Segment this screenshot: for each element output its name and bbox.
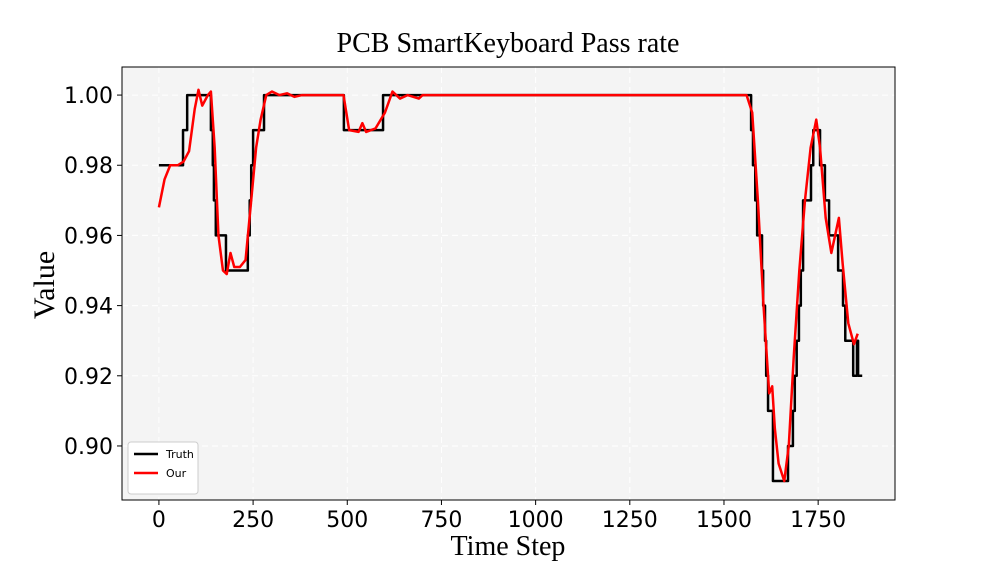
x-tick-label: 1500	[696, 508, 752, 533]
x-tick-label: 0	[152, 508, 166, 533]
x-tick-label: 250	[232, 508, 274, 533]
y-axis-label: Value	[28, 251, 61, 319]
plot-area	[122, 67, 895, 500]
y-tick-label: 0.94	[64, 295, 113, 320]
y-tick-label: 0.96	[64, 224, 113, 249]
legend: Truth Our	[127, 441, 199, 495]
chart-title: PCB SmartKeyboard Pass rate	[337, 28, 680, 59]
lines	[157, 88, 863, 483]
x-tick-label: 750	[420, 508, 462, 533]
legend-label: Our	[166, 467, 187, 480]
series-line	[157, 88, 859, 483]
x-tick-label: 1000	[508, 508, 564, 533]
y-tick-label: 1.00	[64, 84, 113, 109]
y-tick-label: 0.90	[64, 435, 113, 460]
y-tick-label: 0.98	[64, 154, 113, 179]
x-tick-label: 500	[326, 508, 368, 533]
legend-label: Truth	[165, 448, 194, 461]
y-tick-label: 0.92	[64, 365, 113, 390]
x-tick-label: 1250	[602, 508, 658, 533]
x-axis-label: Time Step	[451, 531, 566, 562]
x-tick-label: 1750	[790, 508, 846, 533]
plot-frame	[121, 66, 896, 501]
